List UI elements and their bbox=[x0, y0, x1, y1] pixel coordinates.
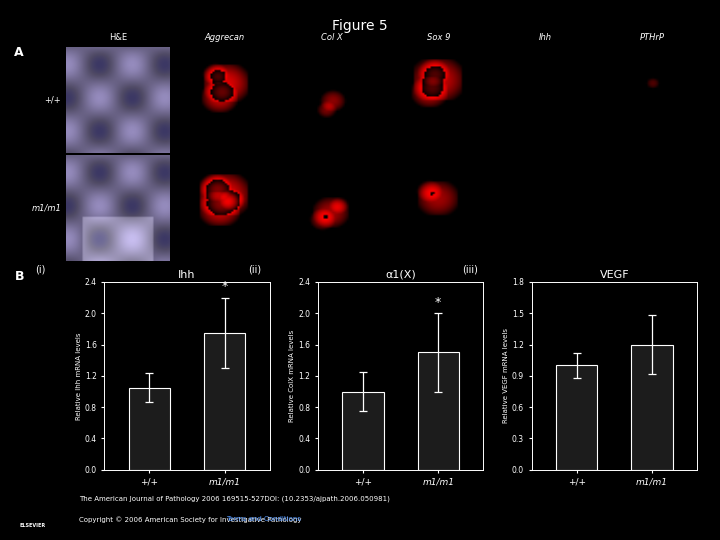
Bar bbox=[418, 352, 459, 470]
Title: VEGF: VEGF bbox=[600, 269, 629, 280]
Text: 🌳: 🌳 bbox=[28, 496, 37, 510]
Title: α1(X): α1(X) bbox=[385, 269, 416, 280]
Bar bbox=[631, 345, 672, 470]
Y-axis label: Relative ColX mRNA levels: Relative ColX mRNA levels bbox=[289, 330, 295, 422]
Text: *: * bbox=[435, 295, 441, 308]
Text: +/+: +/+ bbox=[45, 96, 61, 104]
Bar bbox=[343, 392, 384, 470]
Bar bbox=[556, 366, 598, 470]
Text: Col X: Col X bbox=[321, 32, 343, 42]
Text: (ii): (ii) bbox=[248, 265, 261, 274]
Text: H&E: H&E bbox=[109, 32, 127, 42]
Text: Terms and Conditions: Terms and Conditions bbox=[226, 516, 301, 523]
Text: m1/m1: m1/m1 bbox=[32, 204, 61, 212]
Text: B: B bbox=[14, 270, 24, 283]
Bar bbox=[204, 333, 246, 470]
Title: Ihh: Ihh bbox=[179, 269, 196, 280]
Bar bbox=[129, 388, 170, 470]
Text: *: * bbox=[222, 280, 228, 293]
Text: Figure 5: Figure 5 bbox=[332, 19, 388, 33]
Text: ELSEVIER: ELSEVIER bbox=[19, 523, 45, 528]
Text: Copyright © 2006 American Society for Investigative Pathology: Copyright © 2006 American Society for In… bbox=[79, 516, 304, 523]
Text: (iii): (iii) bbox=[462, 265, 478, 274]
Text: A: A bbox=[14, 46, 24, 59]
Text: PTHrP: PTHrP bbox=[640, 32, 665, 42]
Y-axis label: Relative VEGF mRNA levels: Relative VEGF mRNA levels bbox=[503, 328, 509, 423]
Text: Aggrecan: Aggrecan bbox=[205, 32, 245, 42]
Text: Ihh: Ihh bbox=[539, 32, 552, 42]
Text: Sox 9: Sox 9 bbox=[427, 32, 450, 42]
Text: The American Journal of Pathology 2006 169515-527DOI: (10.2353/ajpath.2006.05098: The American Journal of Pathology 2006 1… bbox=[79, 495, 390, 502]
Y-axis label: Relative Ihh mRNA levels: Relative Ihh mRNA levels bbox=[76, 332, 82, 420]
Text: (i): (i) bbox=[35, 265, 45, 274]
